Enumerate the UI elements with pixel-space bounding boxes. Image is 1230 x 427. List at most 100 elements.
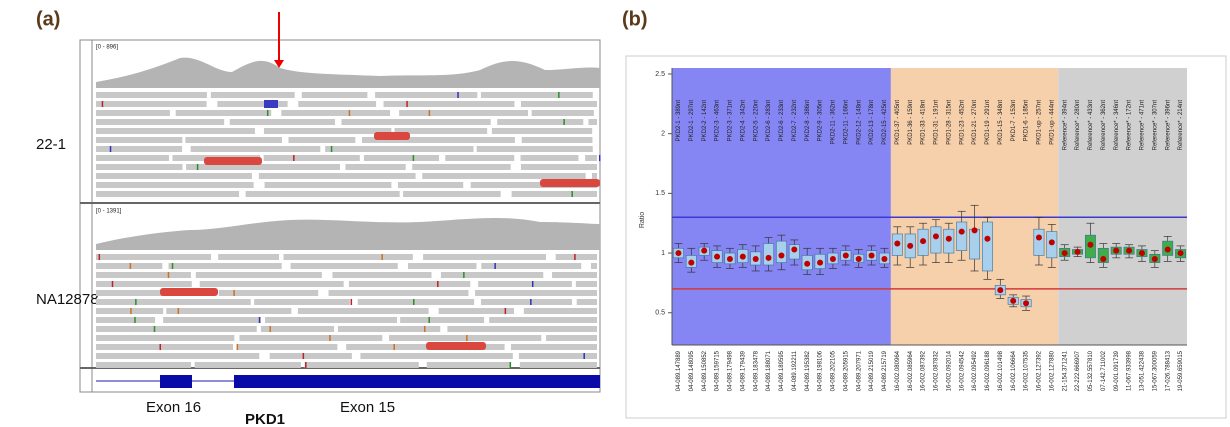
read (96, 92, 207, 98)
median (1075, 249, 1081, 255)
read (532, 110, 594, 116)
category-label: PKD1-21 - 270nt (972, 100, 978, 145)
split-read (204, 157, 262, 165)
category-label: PKD1-28 - 315nt (946, 100, 952, 145)
mismatch (168, 272, 170, 278)
mismatch (510, 362, 512, 368)
position-label: 16-002.087392 (921, 350, 927, 391)
read (96, 101, 207, 107)
category-label: PKD1-33 - 418nt (921, 100, 927, 145)
read (358, 299, 474, 305)
median (791, 246, 797, 252)
split-read (426, 342, 486, 350)
read (497, 119, 583, 125)
read (325, 146, 473, 152)
position-label: 16-002.107535 (1024, 350, 1030, 391)
category-label: PKD2-1 - 389nt (676, 100, 682, 142)
read (552, 272, 597, 278)
position-label: 16-002.094542 (959, 350, 965, 391)
read (305, 362, 419, 368)
mismatch (406, 101, 408, 107)
position-label: 16-002.095492 (972, 350, 978, 391)
mismatch (329, 335, 331, 341)
read (96, 164, 182, 170)
median (714, 254, 720, 260)
median (778, 252, 784, 258)
read (96, 335, 234, 341)
mismatch (599, 155, 601, 161)
read (346, 344, 438, 350)
position-label: 17-026.788413 (1165, 350, 1171, 391)
read (96, 182, 254, 188)
mismatch (269, 326, 271, 332)
read (399, 110, 528, 116)
read (96, 263, 162, 269)
category-label: PKD1-37 - 405nt (895, 100, 901, 145)
median (894, 241, 900, 247)
position-label: 04-089.148095 (689, 350, 695, 391)
mismatch (154, 326, 156, 332)
category-label: PKD2-3 - 463nt (715, 100, 721, 142)
y-tick-label: 1.5 (655, 190, 665, 197)
exon-label: Exon 15 (340, 399, 395, 416)
read (364, 155, 439, 161)
category-label: Reference* - 394nt (1062, 100, 1068, 151)
category-label: PKD2-1 - 297nt (689, 100, 695, 142)
read (423, 254, 546, 260)
track-range: [0 - 896] (96, 45, 118, 51)
median (727, 256, 733, 262)
read (341, 119, 490, 125)
read (398, 182, 463, 188)
read (475, 290, 597, 296)
read (96, 299, 251, 305)
read (246, 191, 400, 197)
y-tick-label: 1 (661, 250, 665, 257)
mismatch (305, 362, 307, 368)
category-label: Reference* - 172nt (1127, 100, 1133, 151)
category-label: Reference* - 346nt (1114, 100, 1120, 151)
category-label: PKD2-6 - 233nt (779, 100, 785, 142)
median (946, 236, 952, 242)
mismatch (130, 308, 132, 314)
position-label: 16-002.101498 (998, 350, 1004, 391)
read (427, 362, 511, 368)
median (984, 236, 990, 242)
median (1100, 256, 1106, 262)
mismatch (583, 353, 585, 359)
position-label: 13-051.422438 (1140, 350, 1146, 391)
position-label: 04-089.215019 (869, 350, 875, 391)
position-label: 05-132.557810 (1088, 350, 1094, 391)
read (512, 191, 597, 197)
read (481, 92, 593, 98)
category-label: PKD2-9 - 305nt (818, 100, 824, 142)
read (332, 272, 431, 278)
category-label: Reference* - 280nt (1075, 100, 1081, 151)
read (546, 335, 597, 341)
read (481, 263, 581, 269)
category-label: PKD2-12 - 148nt (856, 100, 862, 145)
position-label: 04-089.205915 (843, 350, 849, 391)
mismatch (197, 164, 199, 170)
position-label: 04-089.207971 (856, 350, 862, 391)
category-label: PKD2-5 - 220nt (753, 100, 759, 142)
read (166, 308, 291, 314)
position-label: 16-002.087832 (934, 350, 940, 391)
mismatch (558, 92, 560, 98)
median (856, 256, 862, 262)
read (230, 119, 335, 125)
exon (160, 375, 192, 388)
exon-label: Exon 16 (146, 399, 201, 416)
read (96, 308, 163, 314)
box (931, 227, 941, 253)
mismatch (130, 263, 132, 269)
read (445, 155, 514, 161)
mismatch (112, 281, 114, 287)
mismatch (574, 254, 576, 260)
read (375, 92, 477, 98)
y-tick-label: 2.5 (655, 71, 665, 78)
mismatch (237, 344, 239, 350)
figure: (a) [0 - 896] [0 - 1391] 22-1 NA12878 Ex… (0, 0, 1230, 427)
read (218, 254, 279, 260)
median (1152, 256, 1158, 262)
category-label: Reference* - 362nt (1101, 100, 1107, 151)
